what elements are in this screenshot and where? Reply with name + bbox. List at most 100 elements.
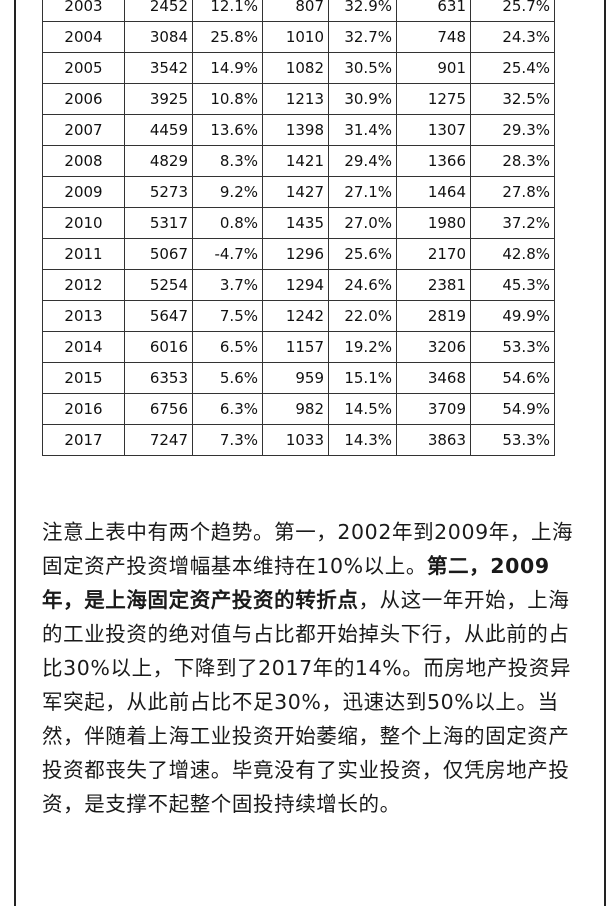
industrial-investment-cell: 959: [262, 362, 329, 394]
industrial-share-cell: 19.2%: [328, 331, 397, 363]
total-investment-cell: 4829: [124, 145, 193, 177]
industrial-investment-cell: 1294: [262, 269, 329, 301]
table-row: 2012 5254 3.7% 1294 24.6% 2381 45.3%: [42, 269, 555, 301]
industrial-share-cell: 29.4%: [328, 145, 397, 177]
industrial-share-cell: 15.1%: [328, 362, 397, 394]
total-growth-cell: 6.5%: [192, 331, 263, 363]
total-growth-cell: -4.7%: [192, 238, 263, 270]
total-growth-cell: 8.3%: [192, 145, 263, 177]
industrial-share-cell: 32.7%: [328, 21, 397, 53]
real-estate-share-cell: 25.4%: [470, 52, 555, 84]
total-growth-cell: 14.9%: [192, 52, 263, 84]
industrial-investment-cell: 1296: [262, 238, 329, 270]
total-investment-cell: 6756: [124, 393, 193, 425]
article-intro: 注意上表中有两个趋势。第一，2002年到2009年，上海固定资产投资增幅基本维持…: [42, 520, 574, 578]
total-growth-cell: 13.6%: [192, 114, 263, 146]
year-cell: 2017: [42, 424, 125, 456]
total-growth-cell: 12.1%: [192, 0, 263, 22]
real-estate-share-cell: 53.3%: [470, 424, 555, 456]
industrial-share-cell: 32.9%: [328, 0, 397, 22]
table-row: 2008 4829 8.3% 1421 29.4% 1366 28.3%: [42, 145, 555, 177]
total-growth-cell: 9.2%: [192, 176, 263, 208]
industrial-investment-cell: 1082: [262, 52, 329, 84]
real-estate-investment-cell: 901: [396, 52, 471, 84]
industrial-share-cell: 25.6%: [328, 238, 397, 270]
industrial-investment-cell: 807: [262, 0, 329, 22]
real-estate-share-cell: 37.2%: [470, 207, 555, 239]
table-row: 2007 4459 13.6% 1398 31.4% 1307 29.3%: [42, 114, 555, 146]
table-row: 2015 6353 5.6% 959 15.1% 3468 54.6%: [42, 362, 555, 394]
industrial-share-cell: 22.0%: [328, 300, 397, 332]
table-row: 2011 5067 -4.7% 1296 25.6% 2170 42.8%: [42, 238, 555, 270]
industrial-share-cell: 14.5%: [328, 393, 397, 425]
table-row: 2005 3542 14.9% 1082 30.5% 901 25.4%: [42, 52, 555, 84]
total-investment-cell: 3925: [124, 83, 193, 115]
industrial-share-cell: 31.4%: [328, 114, 397, 146]
industrial-investment-cell: 1010: [262, 21, 329, 53]
total-growth-cell: 5.6%: [192, 362, 263, 394]
real-estate-share-cell: 27.8%: [470, 176, 555, 208]
real-estate-share-cell: 54.6%: [470, 362, 555, 394]
industrial-share-cell: 14.3%: [328, 424, 397, 456]
year-cell: 2014: [42, 331, 125, 363]
industrial-share-cell: 30.5%: [328, 52, 397, 84]
year-cell: 2016: [42, 393, 125, 425]
table-row: 2016 6756 6.3% 982 14.5% 3709 54.9%: [42, 393, 555, 425]
real-estate-investment-cell: 1307: [396, 114, 471, 146]
total-investment-cell: 5254: [124, 269, 193, 301]
industrial-investment-cell: 1421: [262, 145, 329, 177]
real-estate-investment-cell: 2381: [396, 269, 471, 301]
year-cell: 2011: [42, 238, 125, 270]
year-cell: 2005: [42, 52, 125, 84]
year-cell: 2013: [42, 300, 125, 332]
total-investment-cell: 6016: [124, 331, 193, 363]
industrial-share-cell: 27.0%: [328, 207, 397, 239]
industrial-investment-cell: 1398: [262, 114, 329, 146]
real-estate-investment-cell: 1980: [396, 207, 471, 239]
real-estate-investment-cell: 1275: [396, 83, 471, 115]
real-estate-investment-cell: 1366: [396, 145, 471, 177]
year-cell: 2007: [42, 114, 125, 146]
table-row: 2003 2452 12.1% 807 32.9% 631 25.7%: [42, 0, 555, 22]
total-growth-cell: 7.3%: [192, 424, 263, 456]
article-highlight: 第二，2009年，是上海固定资产投资的转折点: [42, 554, 550, 612]
total-growth-cell: 6.3%: [192, 393, 263, 425]
real-estate-share-cell: 42.8%: [470, 238, 555, 270]
article-body: ，从这一年开始，上海的工业投资的绝对值与占比都开始掉头下行，从此前的占比30%以…: [42, 588, 572, 816]
total-growth-cell: 0.8%: [192, 207, 263, 239]
year-cell: 2012: [42, 269, 125, 301]
year-cell: 2008: [42, 145, 125, 177]
year-cell: 2006: [42, 83, 125, 115]
real-estate-share-cell: 24.3%: [470, 21, 555, 53]
real-estate-investment-cell: 1464: [396, 176, 471, 208]
total-growth-cell: 10.8%: [192, 83, 263, 115]
year-cell: 2009: [42, 176, 125, 208]
total-growth-cell: 3.7%: [192, 269, 263, 301]
real-estate-share-cell: 53.3%: [470, 331, 555, 363]
industrial-investment-cell: 1157: [262, 331, 329, 363]
page-frame: [14, 0, 606, 906]
total-growth-cell: 25.8%: [192, 21, 263, 53]
industrial-investment-cell: 982: [262, 393, 329, 425]
industrial-investment-cell: 1435: [262, 207, 329, 239]
total-investment-cell: 3084: [124, 21, 193, 53]
table-row: 2004 3084 25.8% 1010 32.7% 748 24.3%: [42, 21, 555, 53]
total-investment-cell: 7247: [124, 424, 193, 456]
real-estate-investment-cell: 3863: [396, 424, 471, 456]
table-row: 2017 7247 7.3% 1033 14.3% 3863 53.3%: [42, 424, 555, 456]
total-investment-cell: 6353: [124, 362, 193, 394]
total-investment-cell: 5317: [124, 207, 193, 239]
total-investment-cell: 2452: [124, 0, 193, 22]
industrial-investment-cell: 1213: [262, 83, 329, 115]
real-estate-investment-cell: 3709: [396, 393, 471, 425]
total-investment-cell: 4459: [124, 114, 193, 146]
industrial-investment-cell: 1242: [262, 300, 329, 332]
industrial-investment-cell: 1033: [262, 424, 329, 456]
real-estate-investment-cell: 2819: [396, 300, 471, 332]
table-row: 2013 5647 7.5% 1242 22.0% 2819 49.9%: [42, 300, 555, 332]
real-estate-share-cell: 45.3%: [470, 269, 555, 301]
table-row: 2006 3925 10.8% 1213 30.9% 1275 32.5%: [42, 83, 555, 115]
year-cell: 2004: [42, 21, 125, 53]
real-estate-investment-cell: 3468: [396, 362, 471, 394]
total-investment-cell: 5067: [124, 238, 193, 270]
